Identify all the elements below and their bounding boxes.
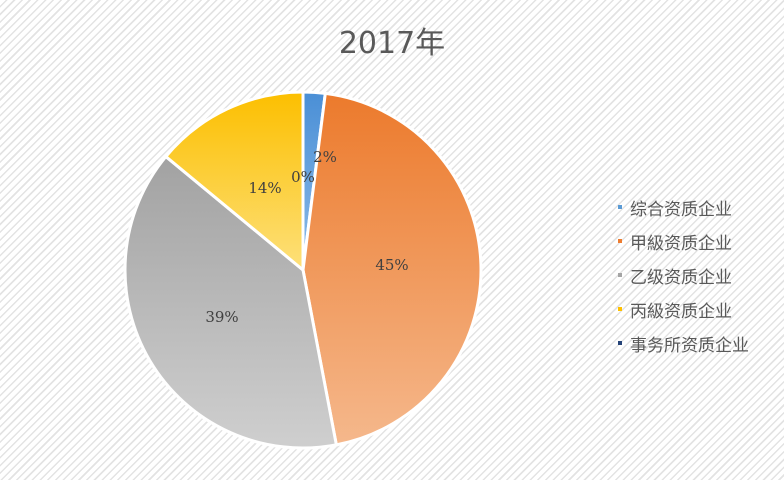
legend-item: 事务所资质企业 (618, 326, 749, 360)
data-label: 39% (205, 308, 238, 326)
legend-item: 乙级资质企业 (618, 258, 749, 292)
pie-slice-4 (163, 90, 305, 274)
legend-item: 甲級资质企业 (618, 224, 749, 258)
data-label: 2% (313, 148, 337, 166)
legend-label: 丙級资质企业 (630, 301, 732, 322)
pie-slice-3 (123, 154, 339, 450)
data-label: 0% (291, 168, 315, 186)
data-label: 14% (248, 179, 281, 197)
legend-marker (618, 307, 622, 311)
legend-item: 综合资质企业 (618, 190, 749, 224)
legend-label: 综合资质企业 (630, 199, 732, 220)
legend: 综合资质企业 甲級资质企业 乙级资质企业 丙級资质企业 事务所资质企业 (618, 190, 749, 360)
legend-marker (618, 273, 622, 277)
pie-slice-2 (301, 91, 483, 447)
data-label: 45% (375, 256, 408, 274)
legend-label: 甲級资质企业 (630, 233, 732, 254)
legend-marker (618, 205, 622, 209)
legend-marker (618, 341, 622, 345)
chart-title: 2017年 (338, 26, 446, 61)
legend-label: 事务所资质企业 (630, 335, 749, 356)
legend-marker (618, 239, 622, 243)
legend-item: 丙級资质企业 (618, 292, 749, 326)
legend-label: 乙级资质企业 (630, 267, 732, 288)
